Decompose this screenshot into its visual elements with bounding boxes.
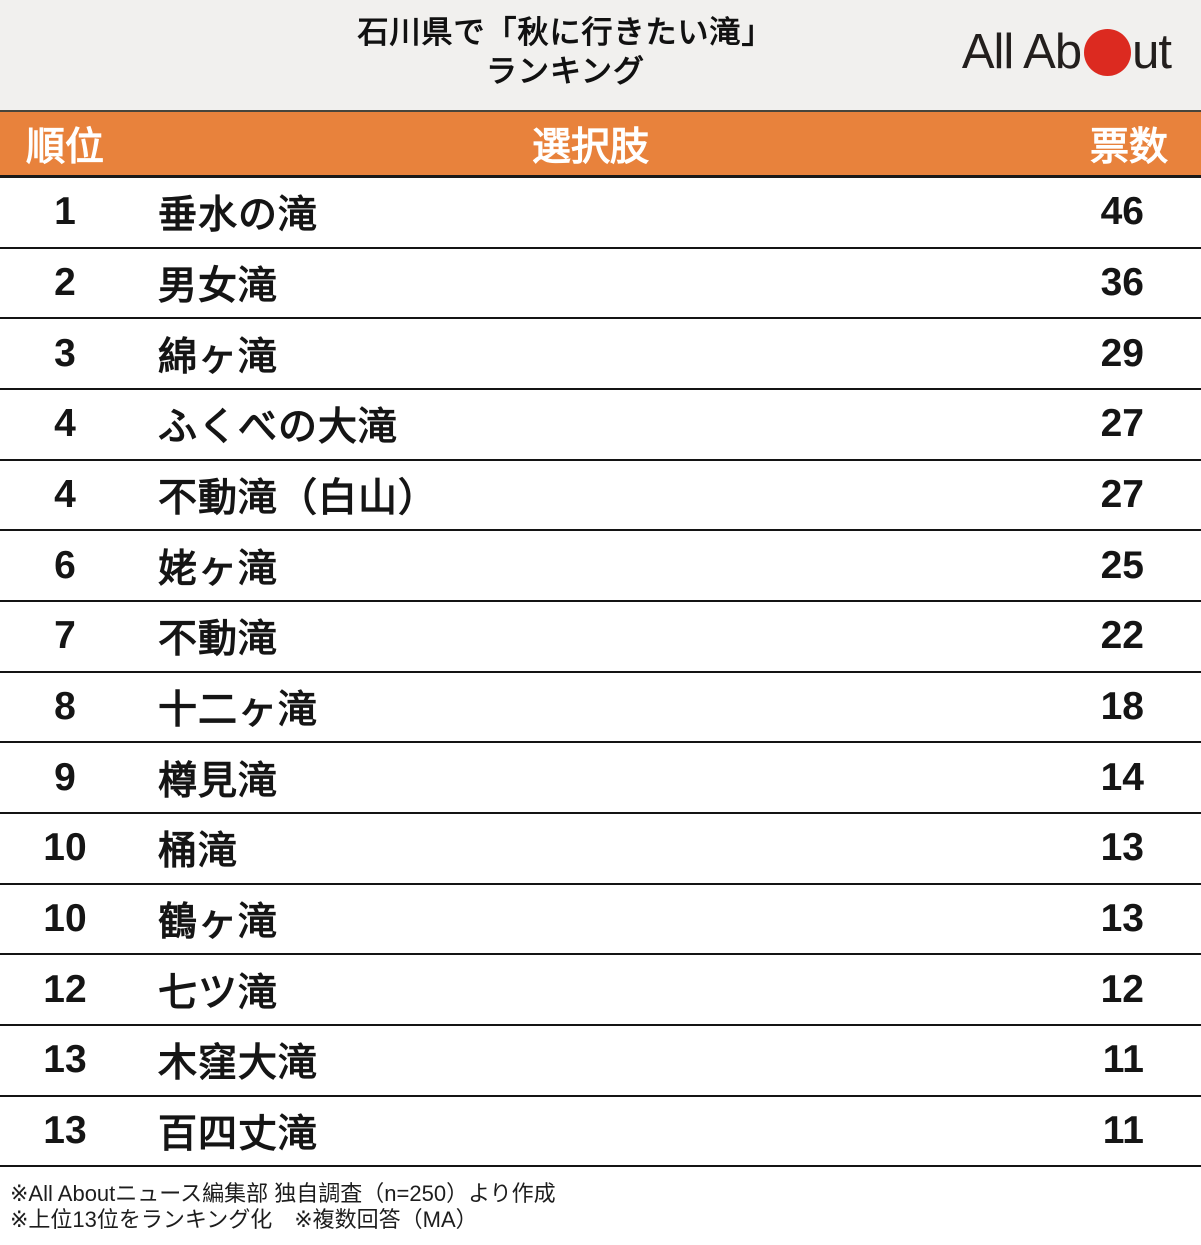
votes-cell: 11 <box>1102 1109 1144 1153</box>
votes-cell: 13 <box>1100 826 1144 870</box>
rank-cell: 1 <box>54 190 76 234</box>
choice-cell: 桶滝 <box>158 830 239 874</box>
votes-cell: 14 <box>1100 755 1144 799</box>
choice-cell: 男女滝 <box>158 265 279 308</box>
choice-cell: 七ツ滝 <box>158 971 279 1015</box>
votes-cell: 22 <box>1100 614 1144 658</box>
choice-cell: ふくべの大滝 <box>158 406 399 450</box>
rank-cell: 13 <box>43 1038 87 1082</box>
table-row: 4 ふくべの大滝 27 <box>0 390 1201 461</box>
votes-cell: 12 <box>1100 967 1144 1011</box>
ranking-rows: 1 垂水の滝 46 2 男女滝 36 3 綿ヶ滝 29 4 ふくべの大滝 27 … <box>0 178 1201 1168</box>
rank-cell: 7 <box>54 614 76 658</box>
footnotes: ※All Aboutニュース編集部 独自調査（n=250）より作成 ※上位13位… <box>0 1167 1201 1233</box>
title-line-2: ランキング <box>485 54 646 89</box>
votes-cell: 36 <box>1100 261 1144 304</box>
rank-cell: 9 <box>54 755 76 799</box>
choice-cell: 綿ヶ滝 <box>158 335 279 379</box>
logo-text-right: ut <box>1132 25 1172 79</box>
choice-cell: 不動滝 <box>158 618 279 662</box>
table-row: 13 木窪大滝 11 <box>0 1026 1201 1097</box>
rank-cell: 4 <box>54 402 76 446</box>
rank-cell: 6 <box>54 543 76 587</box>
rank-cell: 12 <box>43 967 87 1011</box>
choice-cell: 木窪大滝 <box>158 1042 319 1086</box>
column-header-choice: 選択肢 <box>531 125 649 169</box>
rank-cell: 2 <box>54 261 76 304</box>
table-row: 7 不動滝 22 <box>0 602 1201 673</box>
column-header-rank: 順位 <box>25 125 104 169</box>
table-row: 12 七ツ滝 12 <box>0 955 1201 1027</box>
table-row: 13 百四丈滝 11 <box>0 1096 1201 1168</box>
table-row: 8 十二ヶ滝 18 <box>0 672 1201 744</box>
votes-cell: 13 <box>1100 897 1144 941</box>
logo-text-left: All Ab <box>961 25 1082 79</box>
rank-cell: 13 <box>43 1109 87 1153</box>
votes-cell: 11 <box>1102 1038 1144 1082</box>
logo-red-dot-icon <box>1084 29 1132 76</box>
votes-cell: 27 <box>1100 473 1144 517</box>
choice-cell: 不動滝（白山） <box>158 477 439 521</box>
table-row: 10 鶴ヶ滝 13 <box>0 884 1201 956</box>
footnote-2: ※上位13位をランキング化 ※複数回答（MA） <box>10 1207 478 1233</box>
table-row: 6 姥ヶ滝 25 <box>0 531 1201 603</box>
page-title: 石川県で「秋に行きたい滝」 ランキング <box>0 13 1131 91</box>
table-row: 3 綿ヶ滝 29 <box>0 319 1201 391</box>
top-header: 石川県で「秋に行きたい滝」 ランキング All Ab ut <box>0 0 1201 110</box>
choice-cell: 鶴ヶ滝 <box>158 901 279 945</box>
footnote-1: ※All Aboutニュース編集部 独自調査（n=250）より作成 <box>10 1181 556 1207</box>
votes-cell: 46 <box>1100 190 1144 234</box>
rank-cell: 3 <box>54 331 76 375</box>
title-line-1: 石川県で「秋に行きたい滝」 <box>357 15 774 50</box>
table-row: 1 垂水の滝 46 <box>0 178 1201 249</box>
table-row: 2 男女滝 36 <box>0 248 1201 320</box>
votes-cell: 29 <box>1100 331 1144 375</box>
choice-cell: 姥ヶ滝 <box>158 547 279 591</box>
choice-cell: 垂水の滝 <box>158 194 319 238</box>
table-row: 10 桶滝 13 <box>0 814 1201 885</box>
choice-cell: 十二ヶ滝 <box>158 689 319 733</box>
table-row: 9 樽見滝 14 <box>0 743 1201 815</box>
choice-cell: 樽見滝 <box>158 759 279 803</box>
rank-cell: 10 <box>43 826 87 870</box>
table-header-row: 順位 選択肢 票数 <box>0 110 1201 178</box>
table-row: 4 不動滝（白山） 27 <box>0 460 1201 532</box>
votes-cell: 18 <box>1100 685 1144 729</box>
votes-cell: 25 <box>1100 543 1144 587</box>
allabout-logo: All Ab ut <box>961 24 1172 80</box>
rank-cell: 4 <box>54 473 76 517</box>
column-header-votes: 票数 <box>1089 125 1168 169</box>
rank-cell: 8 <box>54 685 76 729</box>
votes-cell: 27 <box>1100 402 1144 446</box>
rank-cell: 10 <box>43 897 87 941</box>
choice-cell: 百四丈滝 <box>158 1113 319 1157</box>
